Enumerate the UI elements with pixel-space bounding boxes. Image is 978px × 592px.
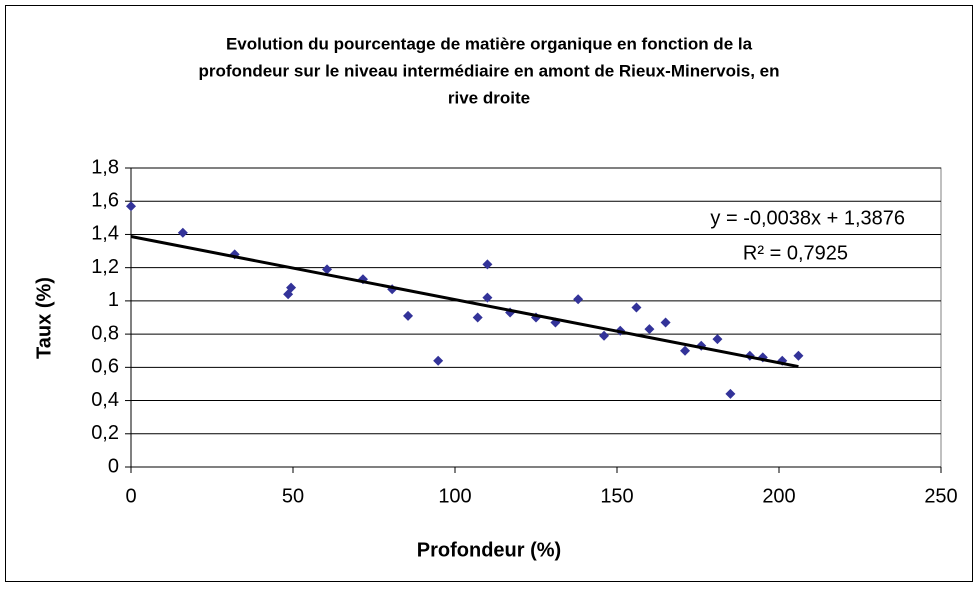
y-tick-label: 1: [108, 289, 119, 311]
chart-title: profondeur sur le niveau intermédiaire e…: [199, 61, 780, 80]
chart-title: Evolution du pourcentage de matière orga…: [226, 34, 753, 53]
point: [599, 330, 610, 341]
point: [793, 350, 804, 361]
point: [177, 227, 188, 238]
point: [403, 310, 414, 321]
x-axis-title: Profondeur (%): [417, 539, 561, 561]
x-tick-label: 200: [762, 485, 795, 507]
point: [725, 388, 736, 399]
point: [482, 292, 493, 303]
point: [286, 282, 297, 293]
y-tick-label: 1,4: [91, 223, 119, 245]
point: [631, 302, 642, 313]
x-tick-label: 100: [438, 485, 471, 507]
point: [472, 312, 483, 323]
y-tick-label: 1,8: [91, 156, 119, 178]
trendline: [130, 235, 799, 369]
y-tick-label: 0,6: [91, 356, 119, 378]
y-tick-label: 0,4: [91, 389, 119, 411]
y-axis-title: Taux (%): [33, 277, 55, 359]
point: [712, 334, 723, 345]
y-tick-label: 1,2: [91, 256, 119, 278]
point: [482, 259, 493, 270]
r-squared: R² = 0,7925: [743, 242, 848, 264]
point: [660, 317, 671, 328]
point: [680, 345, 691, 356]
point: [644, 324, 655, 335]
point: [126, 201, 136, 212]
y-tick-label: 0,2: [91, 422, 119, 444]
y-tick-label: 0: [108, 455, 119, 477]
point: [433, 355, 444, 366]
x-tick-label: 50: [282, 485, 304, 507]
x-tick-label: 150: [600, 485, 633, 507]
x-tick-label: 0: [125, 485, 136, 507]
trendline-equation: y = -0,0038x + 1,3876: [710, 207, 905, 229]
point: [322, 264, 333, 275]
chart-title: rive droite: [448, 88, 530, 107]
x-tick-label: 250: [924, 485, 957, 507]
point: [573, 294, 584, 305]
y-tick-label: 1,6: [91, 190, 119, 212]
y-tick-label: 0,8: [91, 322, 119, 344]
